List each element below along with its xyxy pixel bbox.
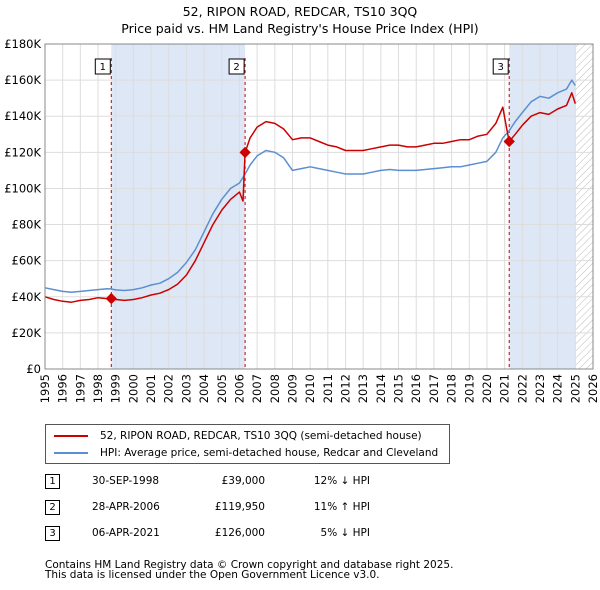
footer-licence: This data is licensed under the Open Gov… [45, 569, 380, 581]
sale-point-3 [503, 135, 515, 148]
sale-row: 1 30-SEP-1998 £39,000 12% ↓ HPI [45, 474, 465, 500]
sale-date: 28-APR-2006 [92, 501, 160, 513]
footer: Contains HM Land Registry data © Crown c… [45, 559, 454, 581]
x-tick-label: 1998 [91, 374, 105, 403]
x-tick-label: 2018 [445, 374, 459, 403]
x-tick-label: 2012 [339, 374, 353, 403]
x-tick-label: 2011 [321, 374, 335, 403]
legend-label-property: 52, RIPON ROAD, REDCAR, TS10 3QQ (semi-d… [100, 430, 422, 442]
x-tick-label: 2014 [374, 374, 388, 403]
x-tick-label: 2013 [356, 374, 370, 403]
legend-item-hpi: HPI: Average price, semi-detached house,… [54, 447, 438, 459]
sale-box-label: 3 [498, 62, 504, 73]
sale-hpi-diff: 5% ↓ HPI [320, 527, 370, 539]
plot-frame [44, 43, 594, 370]
sales-table: 1 30-SEP-1998 £39,000 12% ↓ HPI 2 28-APR… [45, 474, 465, 552]
sale-price: £39,000 [221, 475, 265, 487]
chart-subtitle: Price paid vs. HM Land Registry's House … [121, 21, 479, 36]
x-tick-label: 2010 [303, 374, 317, 403]
sale-point-2 [239, 146, 251, 159]
forecast-hatch [575, 44, 593, 369]
footer-copyright: Contains HM Land Registry data © Crown c… [45, 559, 454, 571]
sale-hpi-diff: 11% ↑ HPI [313, 501, 370, 513]
sale-price: £126,000 [214, 527, 265, 539]
x-tick-label: 2016 [409, 374, 423, 403]
y-tick-label: £80K [12, 218, 42, 232]
y-tick-label: £40K [12, 290, 42, 304]
x-tick-label: 2024 [551, 374, 565, 403]
x-tick-label: 1997 [73, 374, 87, 403]
x-tick-label: 2009 [285, 374, 299, 403]
sale-row: 3 06-APR-2021 £126,000 5% ↓ HPI [45, 526, 465, 552]
y-tick-label: £120K [4, 145, 41, 159]
x-tick-label: 2008 [268, 374, 282, 403]
sale-box-label: 2 [233, 62, 239, 73]
x-tick-label: 1999 [109, 374, 123, 403]
x-tick-label: 2017 [427, 374, 441, 403]
sale-price: £119,950 [214, 501, 265, 513]
x-tick-label: 2004 [197, 374, 211, 403]
x-tick-label: 1996 [56, 374, 70, 403]
highlight-band [509, 44, 576, 369]
y-tick-label: £140K [4, 109, 41, 123]
legend-swatch-hpi [54, 452, 88, 454]
y-tick-label: £160K [4, 73, 41, 87]
y-tick-label: £0 [26, 362, 41, 376]
sale-number-badge: 2 [45, 500, 60, 515]
legend-label-hpi: HPI: Average price, semi-detached house,… [100, 447, 439, 459]
y-tick-label: £180K [4, 37, 41, 51]
property-price-line [44, 92, 577, 303]
x-tick-label: 2005 [215, 374, 229, 403]
legend: 52, RIPON ROAD, REDCAR, TS10 3QQ (semi-d… [45, 424, 450, 464]
x-tick-label: 2000 [126, 374, 140, 403]
sale-number-badge: 3 [45, 526, 60, 541]
hpi-line [44, 79, 576, 294]
x-tick-label: 2023 [533, 374, 547, 403]
sale-date: 06-APR-2021 [92, 527, 160, 539]
sale-date: 30-SEP-1998 [92, 475, 160, 487]
x-tick-label: 2002 [162, 374, 176, 403]
chart-area: 1 2 3 £0 £20K £40K £60K £80K £100K £120K £140K £16… [4, 37, 600, 403]
sale-number-badge: 1 [45, 474, 60, 489]
x-tick-label: 2019 [462, 374, 476, 403]
legend-item-property: 52, RIPON ROAD, REDCAR, TS10 3QQ (semi-d… [54, 430, 422, 442]
sale-hpi-diff: 12% ↓ HPI [313, 475, 370, 487]
sale-box-1 [94, 58, 111, 75]
x-tick-label: 1995 [38, 374, 52, 403]
x-tick-label: 2003 [179, 374, 193, 403]
sale-row: 2 28-APR-2006 £119,950 11% ↑ HPI [45, 500, 465, 526]
y-tick-label: £60K [12, 254, 42, 268]
y-tick-label: £100K [4, 181, 41, 195]
sale-box-label: 1 [100, 62, 106, 73]
x-tick-label: 2007 [250, 374, 264, 403]
x-tick-label: 2025 [568, 374, 582, 403]
x-tick-label: 2001 [144, 374, 158, 403]
x-tick-label: 2015 [392, 374, 406, 403]
chart-title: 52, RIPON ROAD, REDCAR, TS10 3QQ [182, 4, 418, 19]
x-tick-label: 2020 [480, 374, 494, 403]
x-tick-label: 2006 [232, 374, 246, 403]
x-tick-label: 2026 [586, 374, 600, 403]
sale-box-2 [228, 58, 245, 75]
y-tick-label: £20K [12, 326, 42, 340]
sale-box-3 [492, 58, 509, 75]
x-tick-label: 2022 [515, 374, 529, 403]
legend-swatch-property [54, 435, 88, 437]
x-tick-label: 2021 [498, 374, 512, 403]
